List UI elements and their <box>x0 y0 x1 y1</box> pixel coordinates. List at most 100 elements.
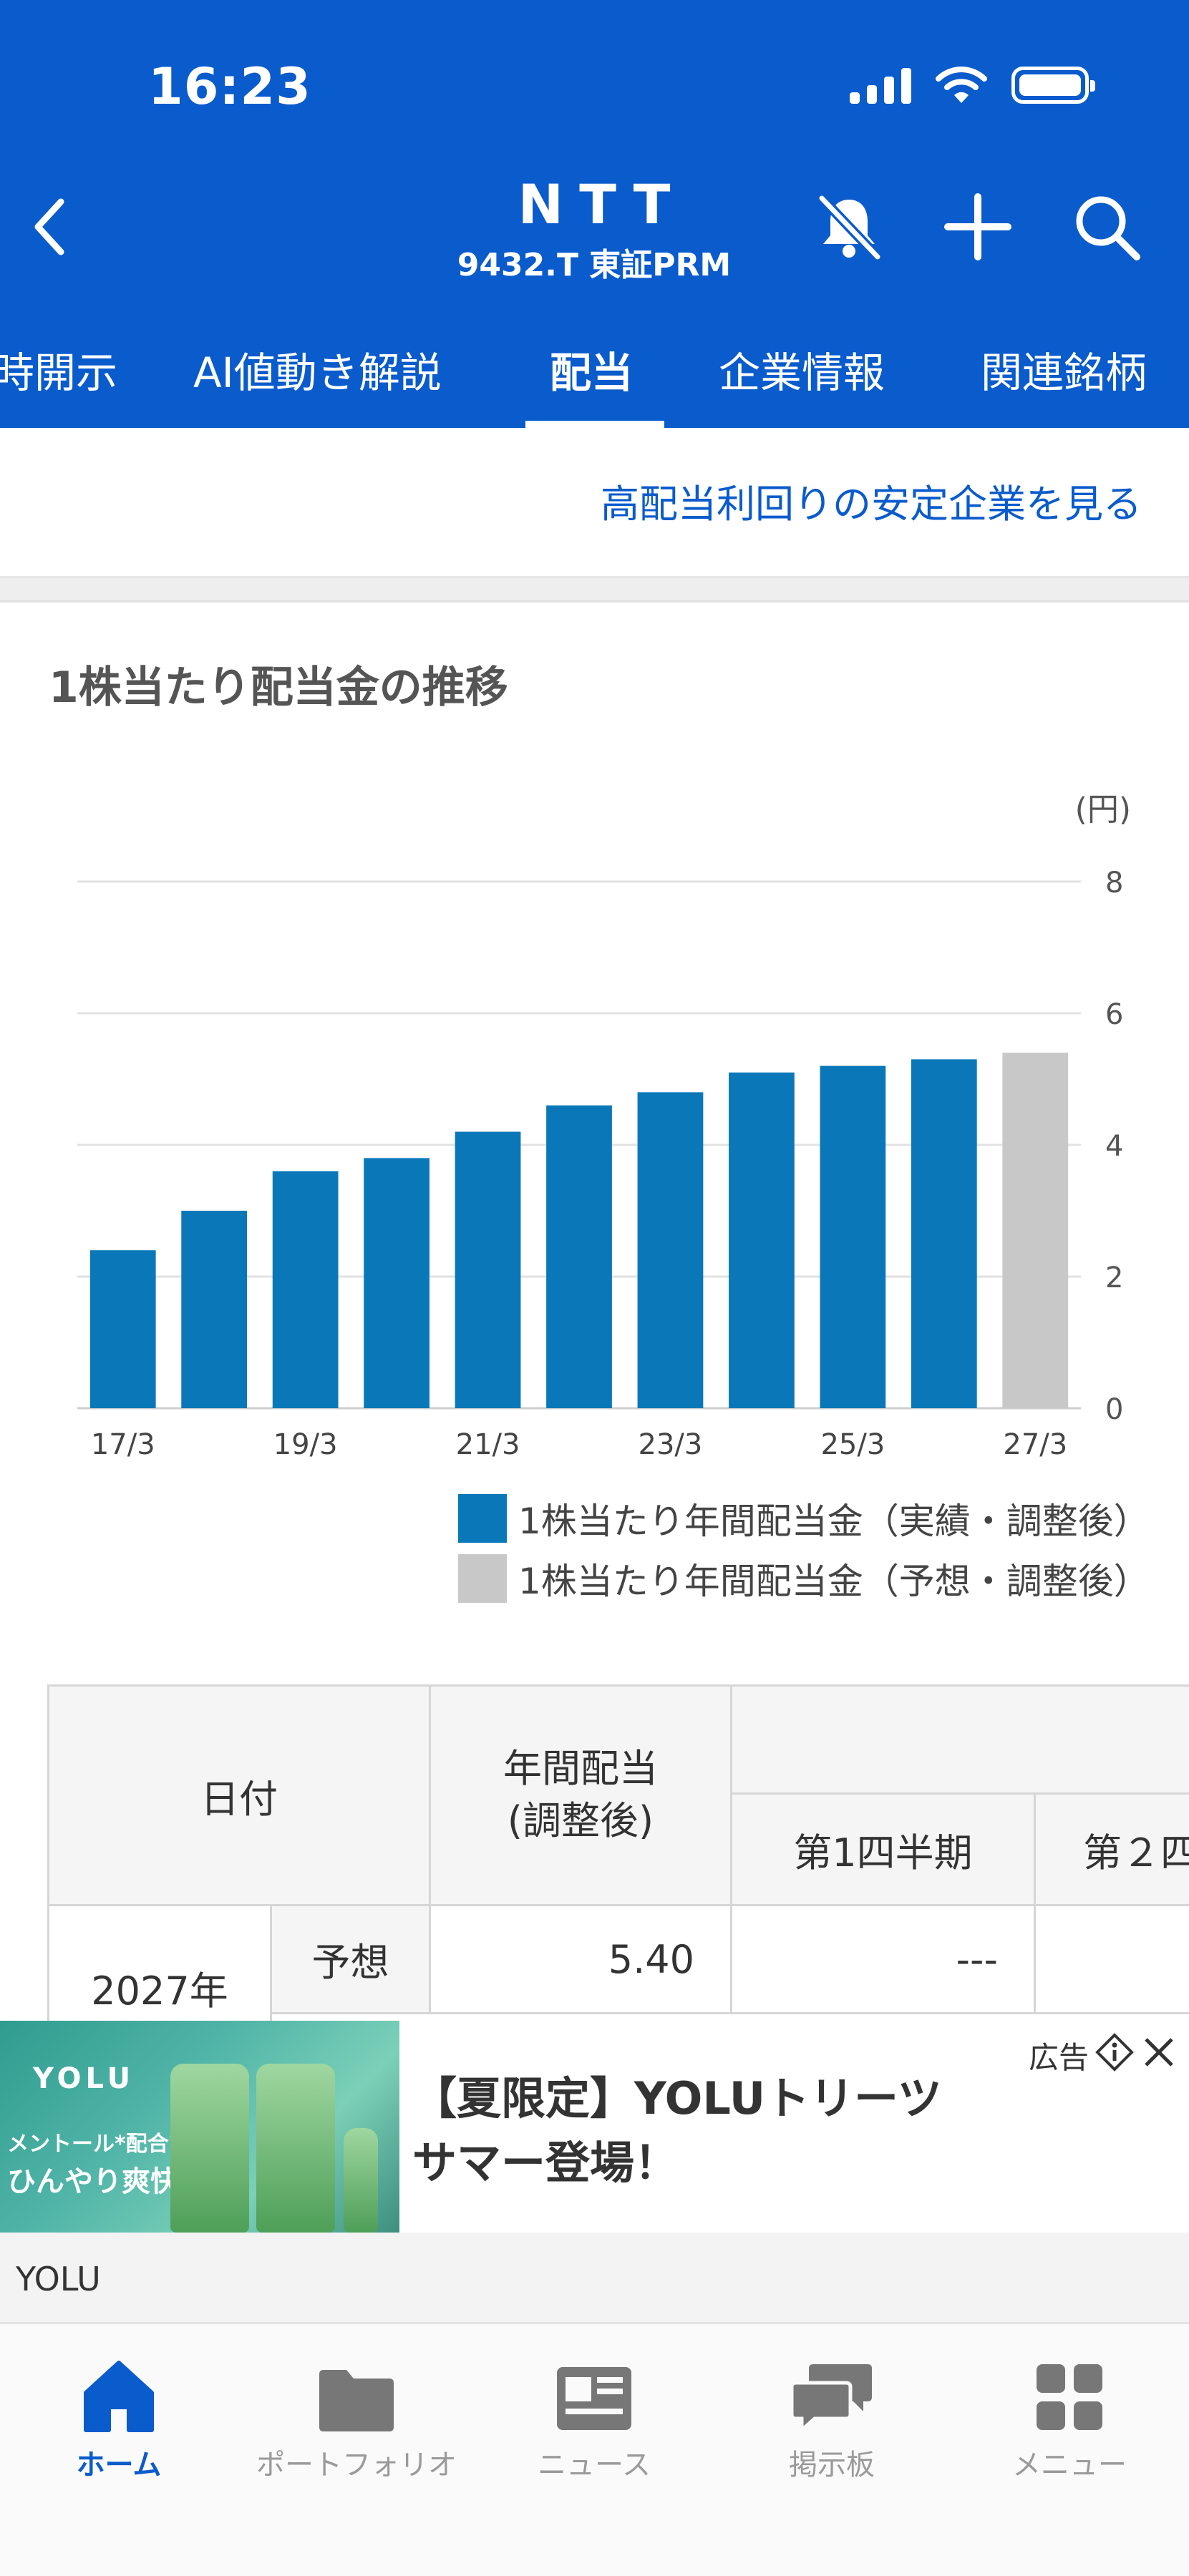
bar-17-3 <box>89 1250 156 1408</box>
ad-image-copy-line1: メントール*配合で <box>7 2132 190 2157</box>
table-cell-q2 <box>1034 1904 1189 2014</box>
x-tick-label: 17/3 <box>91 1428 155 1460</box>
section-title: 1株当たり配当金の推移 <box>49 663 508 713</box>
link-row: 高配当利回りの安定企業を見る <box>0 428 1189 578</box>
chevron-left-icon <box>34 198 64 255</box>
nav-news-label: ニュース <box>538 2449 651 2482</box>
chat-icon <box>790 2364 872 2433</box>
table-header-q2: 第２四 <box>1034 1792 1189 1906</box>
product-bottle-left <box>170 2064 249 2233</box>
nav-menu[interactable]: メニュー <box>951 2347 1188 2483</box>
battery-icon <box>1011 67 1095 104</box>
plus-icon <box>944 193 1011 260</box>
table-cell-year: 2027年 <box>47 1904 272 2021</box>
ticker-code: 9432.T 東証PRM <box>457 247 732 283</box>
bar-19-3 <box>272 1171 339 1408</box>
status-time: 16:23 <box>148 57 311 116</box>
y-tick-label: 0 <box>1105 1393 1123 1426</box>
ad-image[interactable]: YOLU メントール*配合で ひんやり爽快 <box>0 2021 399 2233</box>
header-actions <box>810 187 1146 266</box>
ad-image-brand: YOLU <box>33 2062 135 2095</box>
y-tick-label: 2 <box>1105 1262 1123 1294</box>
legend-swatch-forecast <box>458 1554 507 1603</box>
y-tick-label: 4 <box>1105 1130 1123 1163</box>
company-name: NTT <box>518 172 686 236</box>
ad-label: 広告 <box>1028 2040 1089 2075</box>
x-tick-label: 23/3 <box>639 1428 703 1460</box>
bar-27-3 <box>1002 1053 1069 1408</box>
product-bottle-small <box>344 2128 378 2233</box>
nav-home-label: ホーム <box>76 2449 162 2482</box>
x-tick-label: 19/3 <box>273 1428 338 1460</box>
x-tick-label: 25/3 <box>820 1428 885 1460</box>
legend-label-forecast: 1株当たり年間配当金（予想・調整後） <box>518 1561 1150 1602</box>
grid-icon <box>1037 2364 1102 2430</box>
section-divider <box>0 578 1189 602</box>
tab-related-stocks[interactable]: 関連銘柄 <box>981 348 1147 397</box>
stock-title: NTT 9432.T 東証PRM <box>379 177 809 285</box>
add-button[interactable] <box>938 187 1017 266</box>
ad-footer[interactable]: YOLU <box>0 2233 1189 2324</box>
folder-icon <box>319 2370 394 2431</box>
ad-title[interactable]: 【夏限定】YOLUトリーツ サマー登場！ <box>412 2067 942 2195</box>
table-cell-q1: --- <box>730 1904 1036 2014</box>
nav-portfolio-label: ポートフォリオ <box>256 2449 457 2482</box>
tab-dividend[interactable]: 配当 <box>550 348 634 397</box>
legend-label-actual: 1株当たり年間配当金（実績・調整後） <box>518 1501 1150 1542</box>
bar-22-3 <box>546 1105 612 1408</box>
back-button[interactable] <box>17 187 82 266</box>
y-axis-unit-label: (円) <box>1075 791 1131 828</box>
bell-off-icon <box>817 195 882 260</box>
table-header-quarters <box>730 1684 1189 1795</box>
ad-close-icon[interactable] <box>1139 2032 1179 2072</box>
high-yield-link[interactable]: 高配当利回りの安定企業を見る <box>601 482 1142 527</box>
bar-26-3 <box>911 1059 977 1408</box>
cellular-signal-icon <box>850 67 911 104</box>
chart-legend: 1株当たり年間配当金（実績・調整後） 1株当たり年間配当金（予想・調整後） <box>458 1488 1150 1609</box>
table-cell-annual: 5.40 <box>429 1904 732 2014</box>
bar-25-3 <box>820 1065 886 1408</box>
dividend-table: 日付 年間配当 (調整後) 第1四半期 第２四 2027年 予想 5.40 --… <box>47 1684 1189 2021</box>
nav-board[interactable]: 掲示板 <box>713 2347 951 2483</box>
table-cell-type: 予想 <box>270 1904 431 2014</box>
y-tick-label: 8 <box>1105 867 1123 899</box>
app-header: 16:23 NTT 9432.T 東証PRM <box>0 0 1189 428</box>
table-header-annual: 年間配当 (調整後) <box>429 1684 732 1906</box>
nav-portfolio[interactable]: ポートフォリオ <box>238 2347 475 2483</box>
tab-bar: 時開示 AI値動き解説 配当 企業情報 関連銘柄 <box>0 322 1189 428</box>
home-icon <box>84 2361 154 2432</box>
bar-21-3 <box>455 1131 521 1408</box>
ad-image-copy: メントール*配合で ひんやり爽快 <box>7 2128 190 2203</box>
y-tick-label: 6 <box>1105 998 1123 1031</box>
ad-title-line1: 【夏限定】YOLUトリーツ <box>412 2072 942 2124</box>
ad-advertiser: YOLU <box>16 2260 101 2298</box>
nav-menu-label: メニュー <box>1012 2449 1127 2482</box>
active-tab-indicator <box>525 421 664 428</box>
legend-item-forecast: 1株当たり年間配当金（予想・調整後） <box>458 1548 1150 1609</box>
bar-24-3 <box>729 1072 795 1408</box>
nav-news[interactable]: ニュース <box>475 2347 713 2483</box>
tab-company-info[interactable]: 企業情報 <box>719 348 885 397</box>
wifi-icon <box>936 67 987 103</box>
bar-20-3 <box>364 1158 430 1408</box>
nav-home[interactable]: ホーム <box>0 2347 238 2483</box>
table-header-date: 日付 <box>47 1684 431 1906</box>
ad-banner[interactable]: YOLU メントール*配合で ひんやり爽快 【夏限定】YOLUトリーツ サマー登… <box>0 2021 1189 2233</box>
legend-swatch-actual <box>458 1494 507 1543</box>
search-icon <box>1076 196 1140 260</box>
status-icons <box>850 66 1095 104</box>
nav-board-label: 掲示板 <box>789 2449 875 2482</box>
bar-18-3 <box>181 1211 248 1408</box>
bottom-nav: ホーム ポートフォリオ ニュース 掲示板 <box>0 2324 1189 2576</box>
ad-title-line2: サマー登場！ <box>412 2136 679 2189</box>
x-tick-label: 27/3 <box>1003 1428 1067 1460</box>
tab-disclosure[interactable]: 時開示 <box>0 348 118 397</box>
table-header-q1: 第1四半期 <box>730 1792 1036 1906</box>
legend-item-actual: 1株当たり年間配当金（実績・調整後） <box>458 1488 1150 1548</box>
tab-ai-explanation[interactable]: AI値動き解説 <box>193 348 442 397</box>
x-tick-label: 21/3 <box>456 1428 520 1460</box>
notification-off-button[interactable] <box>810 187 888 266</box>
dividend-bar-chart: (円) 0 2 4 6 8 17/3 19/3 21/3 23/3 25/3 27/3 <box>77 791 1131 1460</box>
search-button[interactable] <box>1067 187 1146 266</box>
ad-info-icon[interactable] <box>1095 2032 1135 2072</box>
